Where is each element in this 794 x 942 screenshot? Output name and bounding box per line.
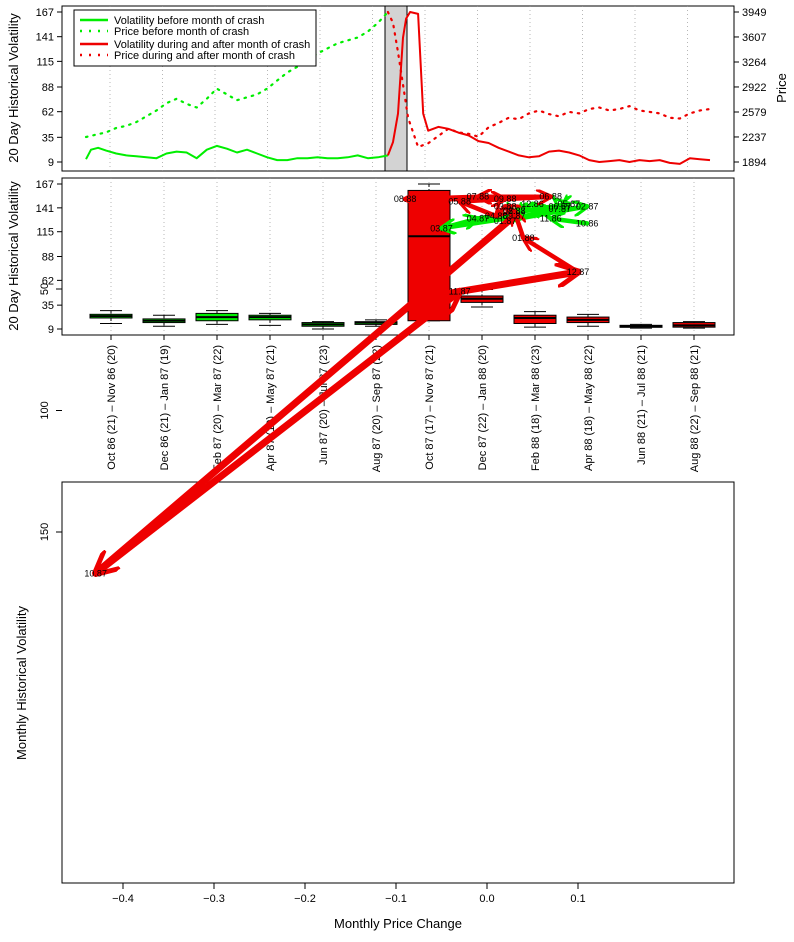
bottom-x-axis-label: Monthly Price Change (334, 916, 462, 931)
point-label: 04.88 (485, 211, 508, 221)
point-label: 07.88 (467, 192, 490, 202)
point-label: 12.87 (567, 267, 590, 277)
bottom-x-tick-label: −0.4 (112, 893, 134, 905)
bottom-plot-frame (61, 481, 735, 884)
scatter-arrow-to-12.87 (456, 272, 578, 295)
middle-x-tick-label: Apr 87 (19) – May 87 (21) (265, 345, 277, 471)
bottom-x-tick-label: −0.2 (294, 893, 316, 905)
middle-x-tick-label: Aug 87 (20) – Sep 87 (22) (371, 345, 383, 472)
bottom-y-tick-label: 50 (39, 283, 51, 295)
middle-x-tick-label: Feb 88 (18) – Mar 88 (23) (530, 345, 542, 471)
point-label: 08.88 (394, 194, 417, 204)
bottom-x-tick-label: 0.0 (479, 893, 494, 905)
point-label: 04.87 (467, 214, 490, 224)
middle-tick-label: 88 (42, 252, 54, 264)
top-right-tick-label: 3264 (742, 57, 766, 69)
box-iqr-9 (513, 314, 557, 324)
point-label: 12.86 (521, 199, 544, 209)
top-panel: 167 141 115 88 62 35 9 3949 3607 3264 2922 2579 223… (6, 5, 789, 172)
point-label: 11.87 (449, 286, 471, 296)
point-label: 09.87 (503, 211, 526, 221)
point-label: 03.87 (430, 223, 453, 233)
top-right-tick-label: 2922 (742, 82, 766, 94)
middle-x-tick-label: Apr 88 (18) – May 88 (22) (583, 345, 595, 471)
middle-x-tick-label: Oct 87 (17) – Nov 87 (21) (424, 345, 436, 470)
legend-label-volatility-after: Volatility during and after month of cra… (114, 39, 310, 51)
middle-x-tick-label: Oct 86 (21) – Nov 86 (20) (106, 345, 118, 470)
bottom-y-axis-label: Monthly Historical Volatility (14, 606, 29, 760)
series-line-price-green (84, 10, 389, 139)
bottom-x-tick-label: −0.1 (385, 893, 407, 905)
bottom-panel: 10.86 11.86 12.86 01.87 02.87 03.87 04.87 05.87… (14, 192, 735, 931)
middle-x-tick-label: Aug 88 (22) – Sep 88 (21) (689, 345, 701, 472)
middle-panel: 167 141 115 88 62 35 9 Oct 86 (21) – Nov 86 (2… (6, 177, 735, 472)
middle-x-tick-label: Dec 87 (22) – Jan 88 (20) (477, 345, 489, 470)
middle-tick-label: 141 (36, 203, 54, 215)
middle-tick-label: 35 (42, 300, 54, 312)
bottom-y-tick-label: 150 (39, 523, 51, 541)
legend-label-price-before: Price before month of crash (114, 26, 249, 38)
point-label: 06.87 (549, 201, 572, 211)
point-label: 03.88 (494, 201, 517, 211)
middle-tick-label: 167 (36, 179, 54, 191)
bottom-x-tick-label: 0.1 (570, 893, 585, 905)
middle-y-axis-label: 20 Day Historical Volatility (6, 181, 21, 331)
top-right-tick-label: 2237 (742, 132, 766, 144)
scatter-arrow-to-01.88 (523, 238, 581, 275)
legend: Volatility before month of crash Price b… (73, 9, 317, 67)
point-label: 05.87 (558, 199, 581, 209)
scatter-arrow-to-10.87 (96, 212, 518, 573)
top-right-tick-label: 2579 (742, 107, 766, 119)
middle-tick-label: 115 (36, 227, 54, 239)
top-right-tick-label: 3949 (742, 7, 766, 19)
point-label: 10.86 (576, 218, 599, 228)
middle-x-tick-label: Feb 87 (20) – Mar 87 (22) (212, 345, 224, 471)
top-right-tick-label: 3607 (742, 32, 766, 44)
series-line-price-red (386, 10, 712, 149)
top-left-tick-label: 62 (42, 107, 54, 119)
top-left-tick-label: 9 (48, 157, 54, 169)
point-label: 09.88 (494, 194, 517, 204)
bottom-x-tick-label: −0.3 (203, 893, 225, 905)
top-left-tick-label: 115 (36, 56, 54, 68)
legend-box (73, 9, 317, 67)
top-left-tick-label: 167 (36, 7, 54, 19)
top-left-tick-label: 88 (42, 82, 54, 94)
top-left-tick-label: 35 (42, 132, 54, 144)
bottom-y-tick-label: 100 (39, 401, 51, 419)
scatter-arrow-to-05.88 (460, 202, 499, 219)
series-line-volatility-red (386, 11, 711, 165)
scatter-arrow-to-11.87 (92, 291, 460, 577)
middle-x-tick-label: Dec 86 (21) – Jan 87 (19) (159, 345, 171, 470)
middle-tick-label: 62 (42, 275, 54, 287)
scatter-arrow-to-04.87 (439, 219, 478, 231)
point-label: 08.87 (503, 206, 526, 216)
point-label: 01.88 (512, 233, 535, 243)
point-label: 07.87 (549, 204, 572, 214)
series-line-volatility-green (85, 144, 389, 162)
legend-label-price-after: Price during and after month of crash (114, 50, 295, 62)
scatter-arrow-to-11.86 (551, 219, 590, 224)
point-label: 05.88 (448, 197, 471, 207)
point-label: 01.87 (494, 216, 517, 226)
top-right-tick-label: 1894 (742, 157, 766, 169)
point-label: 11.86 (540, 214, 562, 224)
top-y-axis-label: 20 Day Historical Volatility (6, 13, 21, 163)
middle-x-tick-label: Jun 87 (20) – Jul 87 (23) (318, 345, 330, 465)
point-label: 02.87 (576, 201, 599, 211)
point-label: 06.88 (539, 192, 562, 202)
point-label: 10.87 (84, 568, 107, 578)
top-left-tick-label: 141 (36, 32, 54, 44)
top-right-axis-label: Price (774, 73, 789, 103)
legend-label-volatility-before: Volatility before month of crash (114, 15, 264, 27)
point-label: 02.88 (503, 206, 526, 216)
middle-x-tick-label: Jun 88 (21) – Jul 88 (21) (636, 345, 648, 465)
middle-tick-label: 9 (48, 324, 54, 336)
